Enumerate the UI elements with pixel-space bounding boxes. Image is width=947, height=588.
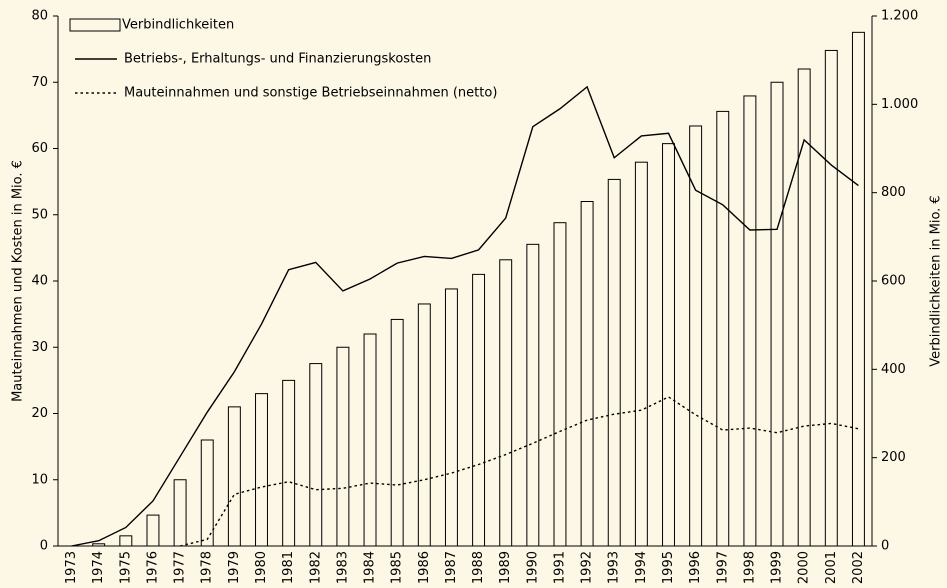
x-tick-label: 1980 <box>254 551 269 584</box>
x-tick-label: 1993 <box>607 551 622 584</box>
bar <box>553 222 567 547</box>
y-tick-label: 80 <box>31 9 48 24</box>
bar <box>444 288 458 547</box>
bar <box>92 543 106 547</box>
y-tick-label: 50 <box>31 207 48 222</box>
x-tick-label: 1976 <box>145 551 160 584</box>
bar <box>363 333 377 547</box>
bar <box>255 393 268 547</box>
bar <box>851 31 865 547</box>
y2-tick-label: 400 <box>881 362 906 377</box>
y-tick-label: 60 <box>31 141 48 156</box>
bar <box>390 318 404 547</box>
bar <box>119 535 133 547</box>
line <box>71 85 859 547</box>
x-tick-label: 1987 <box>444 551 459 584</box>
x-tick-label: 1983 <box>335 551 350 584</box>
y2-tick-label: 200 <box>881 450 906 465</box>
x-tick-label: 2001 <box>824 551 839 584</box>
x-tick-label: 1996 <box>688 551 703 584</box>
x-tick-label: 1989 <box>498 551 513 584</box>
x-tick-label: 2002 <box>851 551 866 584</box>
x-tick-label: 1985 <box>390 551 405 584</box>
x-tick-label: 1998 <box>742 551 757 584</box>
y2-axis-label: Verbindlichkeiten in Mio. € <box>929 195 944 366</box>
bar <box>309 363 323 547</box>
y-tick-label: 20 <box>31 406 48 421</box>
x-tick-label: 1974 <box>91 551 106 584</box>
bar <box>173 479 187 547</box>
y2-tick-label: 1.000 <box>881 97 918 112</box>
y2-tick-label: 800 <box>881 185 906 200</box>
y2-tick-label: 600 <box>881 274 906 289</box>
bar <box>770 81 784 547</box>
x-tick-label: 1991 <box>552 551 567 584</box>
x-tick-label: 1973 <box>64 551 79 584</box>
y-axis-label: Mauteinnahmen und Kosten in Mio. € <box>11 160 26 402</box>
x-tick-label: 1988 <box>471 551 486 584</box>
y-tick-label: 0 <box>40 539 48 554</box>
bar <box>200 439 214 547</box>
bar <box>580 201 594 547</box>
line <box>179 396 859 547</box>
bar <box>689 125 703 547</box>
x-tick-label: 1977 <box>173 551 188 584</box>
legend-label: Betriebs-, Erhaltungs- und Finanzierungs… <box>124 52 431 67</box>
y-tick-label: 70 <box>31 75 48 90</box>
x-tick-label: 1990 <box>525 551 540 584</box>
y2-tick-label: 1.200 <box>881 9 918 24</box>
x-tick-label: 1978 <box>200 551 215 584</box>
x-tick-label: 1995 <box>661 551 676 584</box>
x-tick-label: 1982 <box>308 551 323 584</box>
x-tick-label: 1975 <box>118 551 133 584</box>
legend-label: Mauteinnahmen und sonstige Betriebseinna… <box>124 86 497 101</box>
bar <box>499 259 513 547</box>
x-tick-label: 2000 <box>797 551 812 584</box>
bar <box>634 161 648 547</box>
x-tick-label: 1994 <box>634 551 649 584</box>
bar <box>607 178 621 547</box>
x-tick-label: 1999 <box>770 551 785 584</box>
bar <box>472 273 486 547</box>
bar <box>146 514 160 547</box>
legend-swatch <box>69 18 121 32</box>
bar <box>282 379 296 547</box>
bar <box>227 406 241 547</box>
bar <box>716 110 730 547</box>
bar <box>743 95 757 547</box>
x-tick-label: 1997 <box>715 551 730 584</box>
y2-tick-label: 0 <box>881 539 889 554</box>
x-tick-label: 1979 <box>227 551 242 584</box>
x-tick-label: 1981 <box>281 551 296 584</box>
bar <box>824 49 838 547</box>
bar <box>797 68 811 547</box>
y-tick-label: 40 <box>31 274 48 289</box>
bar <box>526 243 540 547</box>
bar <box>336 346 350 547</box>
y-tick-label: 30 <box>31 340 48 355</box>
x-tick-label: 1986 <box>417 551 432 584</box>
bar <box>417 303 431 547</box>
y-tick-label: 10 <box>31 472 48 487</box>
legend-label: Verbindlichkeiten <box>122 18 234 33</box>
x-tick-label: 1992 <box>580 551 595 584</box>
bar <box>662 143 675 547</box>
x-tick-label: 1984 <box>363 551 378 584</box>
